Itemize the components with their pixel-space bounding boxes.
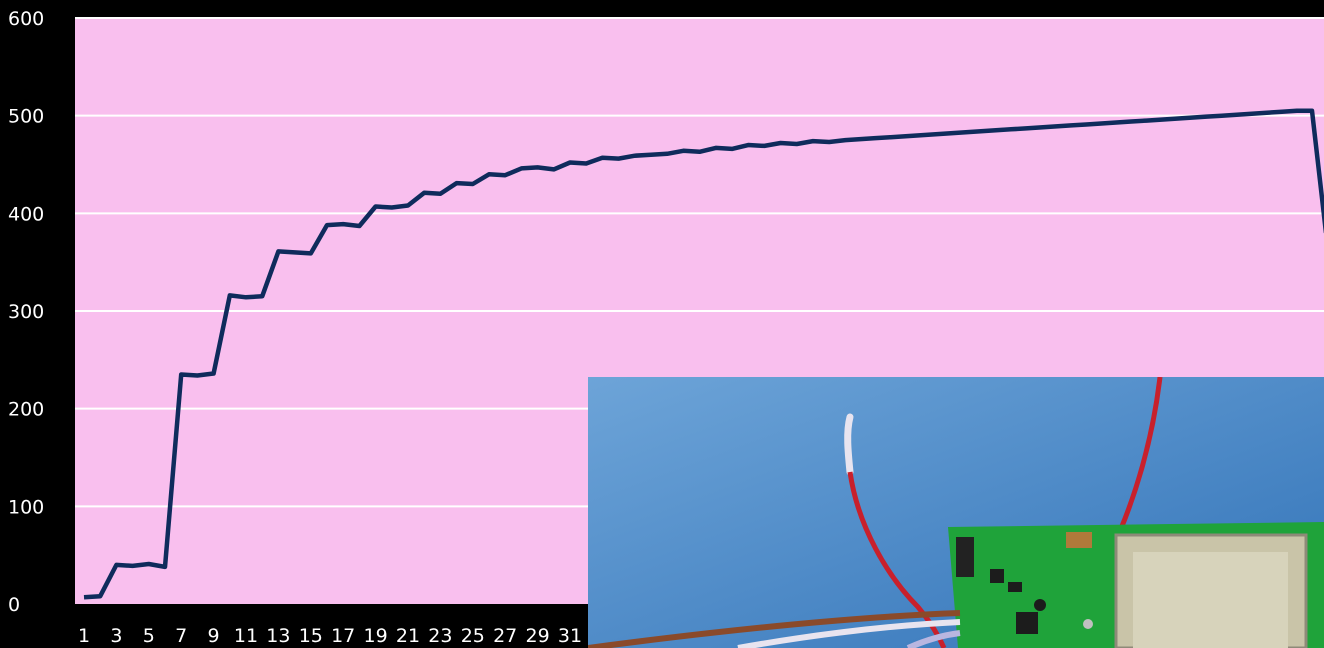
y-tick-label: 400 xyxy=(8,203,44,225)
y-tick-label: 100 xyxy=(8,496,44,518)
series-line xyxy=(83,108,1324,600)
y-tick-label: 600 xyxy=(8,8,44,30)
x-tick-label: 17 xyxy=(331,625,355,647)
x-tick-label: 1 xyxy=(78,625,90,647)
x-tick-label: 5 xyxy=(143,625,155,647)
x-tick-label: 9 xyxy=(208,625,220,647)
y-axis-ticks: 0 100 200 300 400 500 600 xyxy=(8,8,44,616)
x-tick-label: 29 xyxy=(526,625,550,647)
x-axis-ticks: 1 3 5 7 9 11 13 15 17 19 21 23 25 27 29 31 xyxy=(78,625,582,647)
y-tick-label: 0 xyxy=(8,594,20,616)
x-tick-label: 23 xyxy=(428,625,452,647)
x-tick-label: 3 xyxy=(110,625,122,647)
x-tick-label: 25 xyxy=(461,625,485,647)
y-tick-label: 200 xyxy=(8,399,44,421)
x-tick-label: 19 xyxy=(364,625,388,647)
x-tick-label: 15 xyxy=(299,625,323,647)
x-tick-label: 11 xyxy=(234,625,258,647)
y-tick-label: 500 xyxy=(8,106,44,128)
x-tick-label: 27 xyxy=(493,625,517,647)
circuit-board-photo xyxy=(588,377,1324,648)
x-tick-label: 7 xyxy=(175,625,187,647)
x-tick-label: 13 xyxy=(266,625,290,647)
y-tick-label: 300 xyxy=(8,301,44,323)
x-tick-label: 31 xyxy=(558,625,582,647)
x-tick-label: 21 xyxy=(396,625,420,647)
